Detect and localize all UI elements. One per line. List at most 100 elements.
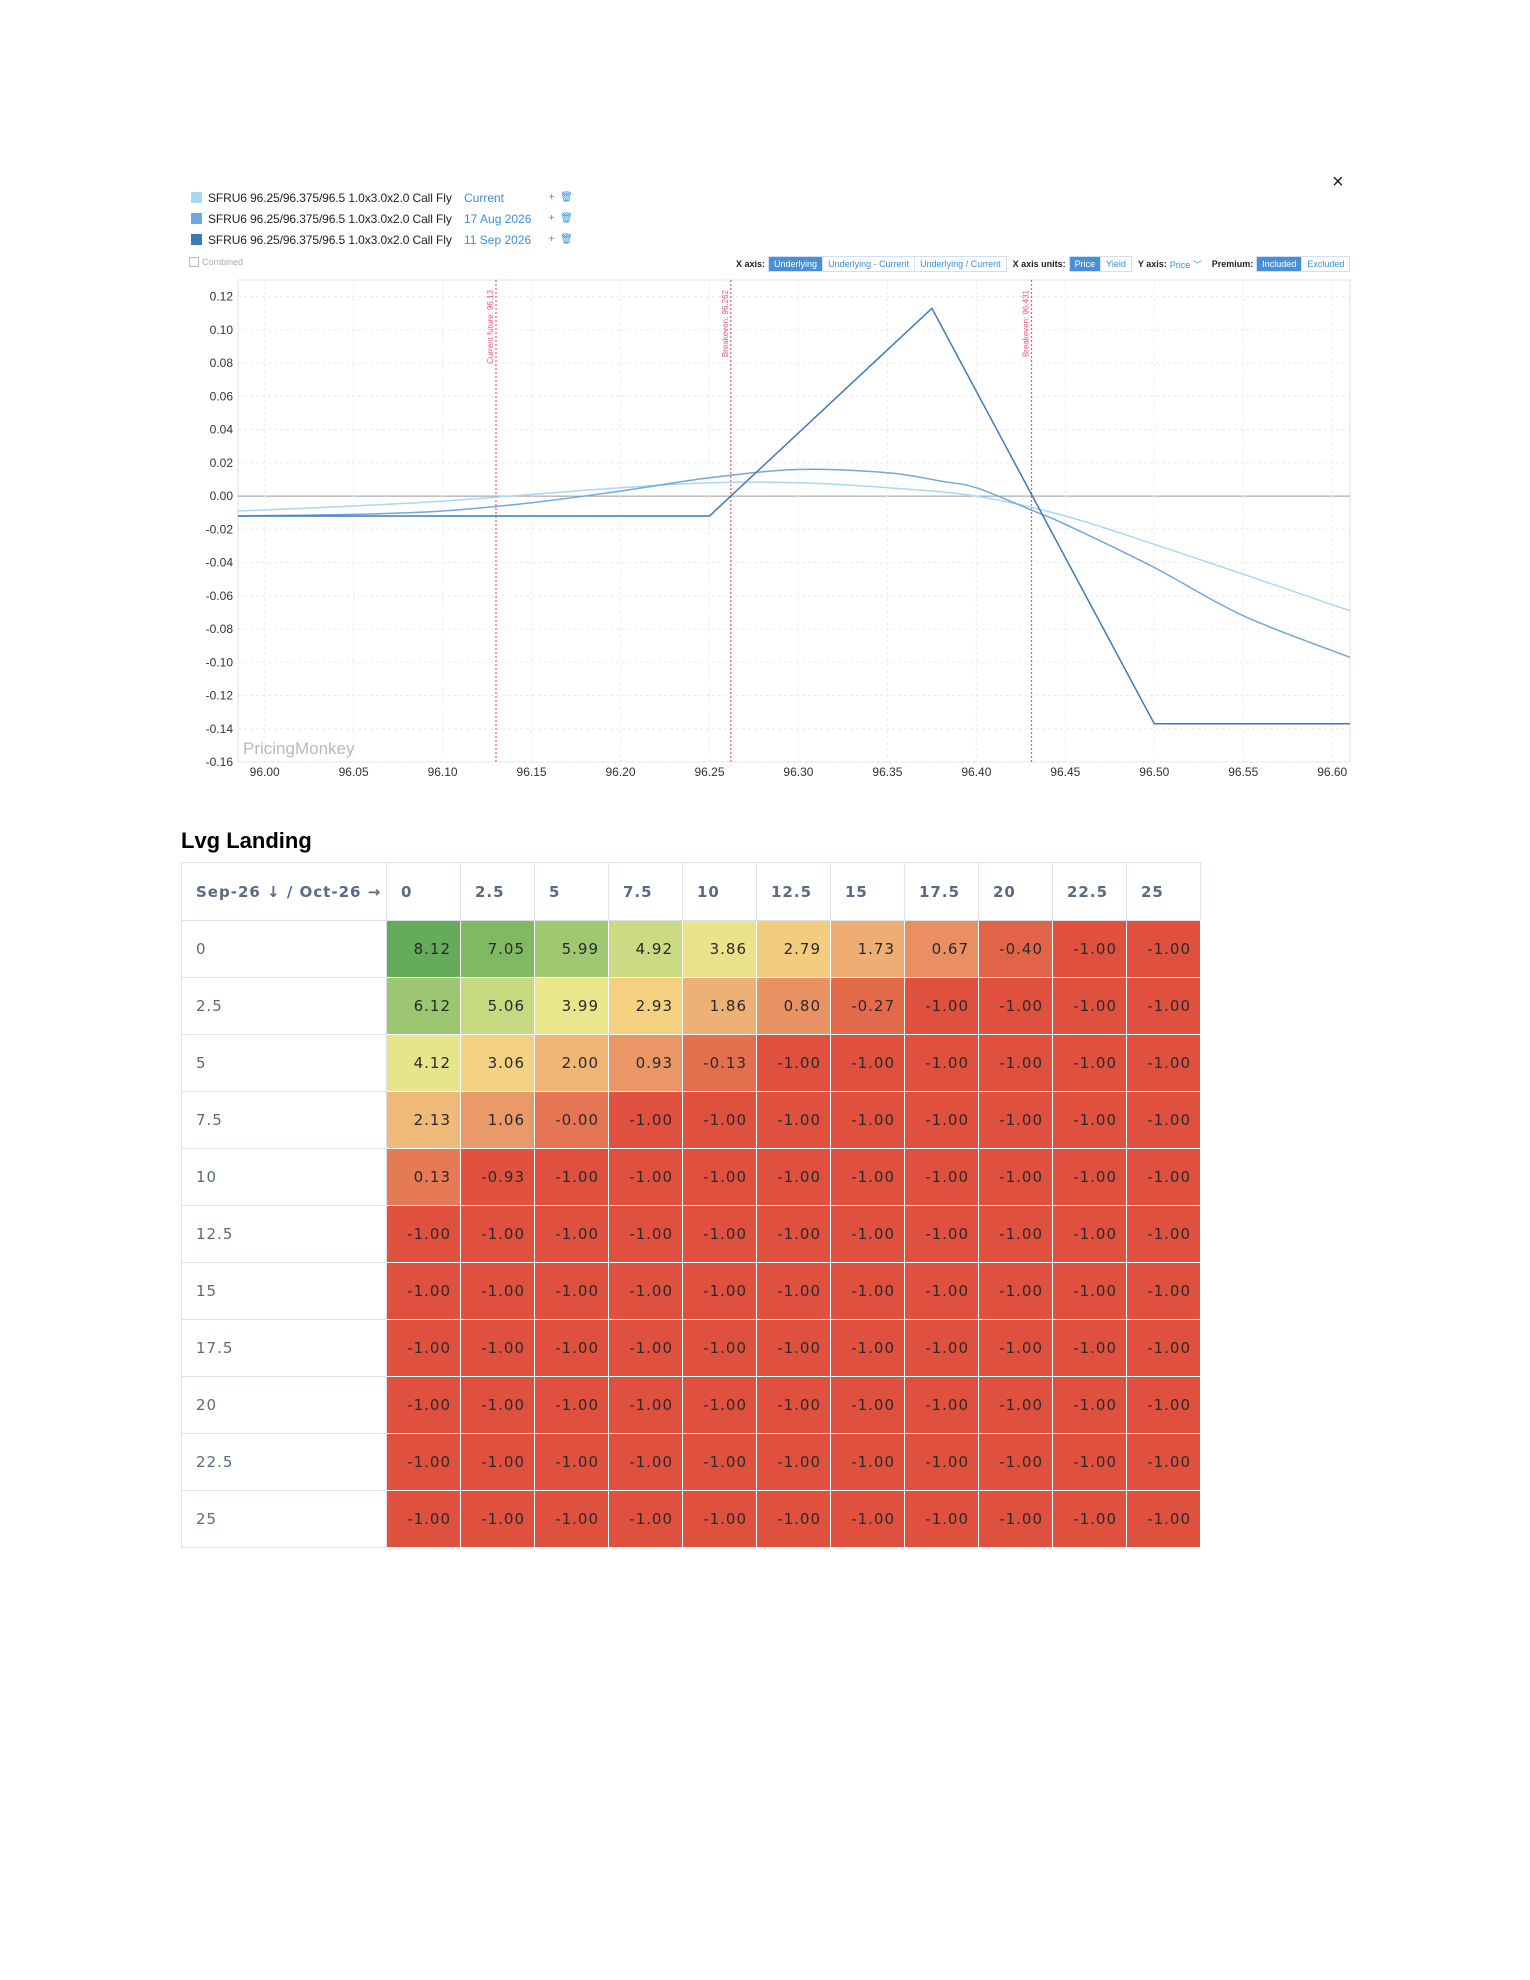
x-tick-label: 96.50 [1139,765,1169,779]
table-cell: 3.86 [682,920,757,978]
table-cell: -1.00 [756,1148,831,1206]
x-tick-label: 96.60 [1317,765,1347,779]
checkbox-icon [189,257,199,267]
table-cell: -1.00 [1052,1433,1127,1491]
table-header-row: Sep-26 ↓ / Oct-26 → 0 2.5 5 7.5 10 12.5 15 17.5… [181,862,1201,921]
y-tick-label: -0.14 [206,722,234,736]
table-cell: -1.00 [1052,1205,1127,1263]
table-cell: -1.00 [830,1034,905,1092]
table-cell: -1.00 [534,1205,609,1263]
table-cell: -1.00 [756,1262,831,1320]
table-cell: -1.00 [1126,1148,1201,1206]
table-cell: -1.00 [460,1433,535,1491]
table-cell: -1.00 [682,1319,757,1377]
row-header: 22.5 [181,1433,387,1491]
trash-icon[interactable]: 🗑 [560,234,573,245]
chart-toolbar: X axis: Underlying Underlying - Current … [730,256,1351,272]
column-header: 20 [978,862,1053,921]
legend-date-link[interactable]: 17 Aug 2026 [464,211,532,226]
table-cell: -1.00 [460,1376,535,1434]
table-cell: -1.00 [830,1205,905,1263]
premium-option-excluded[interactable]: Excluded [1307,259,1345,269]
column-header: 7.5 [608,862,683,921]
table-cell: -1.00 [1126,1433,1201,1491]
legend-swatch [191,192,202,203]
y-tick-label: -0.06 [206,589,234,603]
add-icon[interactable]: + [548,234,555,245]
x-axis-option-underlying[interactable]: Underlying [769,257,824,271]
table-cell: -1.00 [608,1319,683,1377]
x-axis-units-toggle: Price Yield [1068,256,1132,272]
add-icon[interactable]: + [548,192,555,203]
add-icon[interactable]: + [548,213,555,224]
marker-label: Breakeven: 96.262 [721,289,730,357]
trash-icon[interactable]: 🗑 [560,213,573,224]
table-cell: -0.40 [978,920,1053,978]
series-layer [237,307,1351,725]
table-cell: -1.00 [608,1433,683,1491]
table-cell: -1.00 [1126,1091,1201,1149]
table-cell: 0.80 [756,977,831,1035]
column-header: 15 [830,862,905,921]
legend-item[interactable]: SFRU6 96.25/96.375/96.5 1.0x3.0x2.0 Call… [191,187,574,208]
table-cell: -1.00 [386,1490,461,1548]
legend-date-link[interactable]: Current [464,190,505,205]
legend-swatch [191,234,202,245]
premium-option-included[interactable]: Included [1257,257,1303,271]
table-cell: -1.00 [386,1262,461,1320]
table-cell: 2.79 [756,920,831,978]
row-header: 7.5 [181,1091,387,1149]
table-row: 7.5 2.13 1.06 -0.00 -1.00 -1.00 -1.00 -1.00 -1.0… [181,1091,1201,1149]
table-cell: 1.06 [460,1091,535,1149]
table-cell: -1.00 [978,1205,1053,1263]
table-cell: -0.13 [682,1034,757,1092]
y-axis-value: Price [1169,259,1191,270]
premium-toggle: Included Excluded [1256,256,1351,272]
y-tick-label: -0.08 [206,622,234,636]
table-cell: 2.13 [386,1091,461,1149]
table-cell: 1.86 [682,977,757,1035]
table-cell: -1.00 [534,1376,609,1434]
series-line [237,481,1351,612]
row-header: 10 [181,1148,387,1206]
table-cell: -1.00 [534,1319,609,1377]
x-tick-label: 96.25 [694,765,724,779]
x-axis-option-underlying-over-current[interactable]: Underlying / Current [920,259,1001,269]
table-cell: -1.00 [756,1490,831,1548]
table-cell: -1.00 [608,1148,683,1206]
table-cell: -1.00 [904,1091,979,1149]
table-cell: 6.12 [386,977,461,1035]
table-cell: -1.00 [1052,1091,1127,1149]
units-option-yield[interactable]: Yield [1106,259,1126,269]
table-cell: -1.00 [682,1376,757,1434]
plot-frame [237,279,1351,763]
table-cell: -1.00 [1052,1490,1127,1548]
payoff-chart: Current future: 96.13 Breakeven: 96.262 Br… [206,279,1351,779]
units-option-price[interactable]: Price [1069,257,1102,271]
combined-checkbox[interactable]: Combined [189,257,243,267]
table-cell: -1.00 [460,1490,535,1548]
legend-date-link[interactable]: 11 Sep 2026 [464,232,532,247]
table-cell: 4.12 [386,1034,461,1092]
x-tick-label: 96.20 [606,765,636,779]
table-cell: -1.00 [608,1091,683,1149]
row-header: 20 [181,1376,387,1434]
legend-item[interactable]: SFRU6 96.25/96.375/96.5 1.0x3.0x2.0 Call… [191,208,574,229]
column-header: 12.5 [756,862,831,921]
column-header: 10 [682,862,757,921]
y-tick-label: 0.02 [210,456,234,470]
table-cell: -1.00 [386,1205,461,1263]
column-header: 0 [386,862,461,921]
table-cell: -1.00 [904,1262,979,1320]
x-axis-option-underlying-minus-current[interactable]: Underlying - Current [823,257,916,271]
y-tick-label: -0.12 [206,689,234,703]
series-line [238,307,1350,725]
y-axis-select[interactable]: Price ﹀ [1170,258,1202,271]
legend-item[interactable]: SFRU6 96.25/96.375/96.5 1.0x3.0x2.0 Call… [191,229,574,250]
y-tick-label: 0.06 [210,389,234,403]
trash-icon[interactable]: 🗑 [560,192,573,203]
close-icon[interactable]: × [1332,171,1344,193]
row-header: 17.5 [181,1319,387,1377]
table-row: 22.5 -1.00 -1.00 -1.00 -1.00 -1.00 -1.00 -1.00-… [181,1433,1201,1491]
x-axis-label: X axis: [736,259,766,269]
